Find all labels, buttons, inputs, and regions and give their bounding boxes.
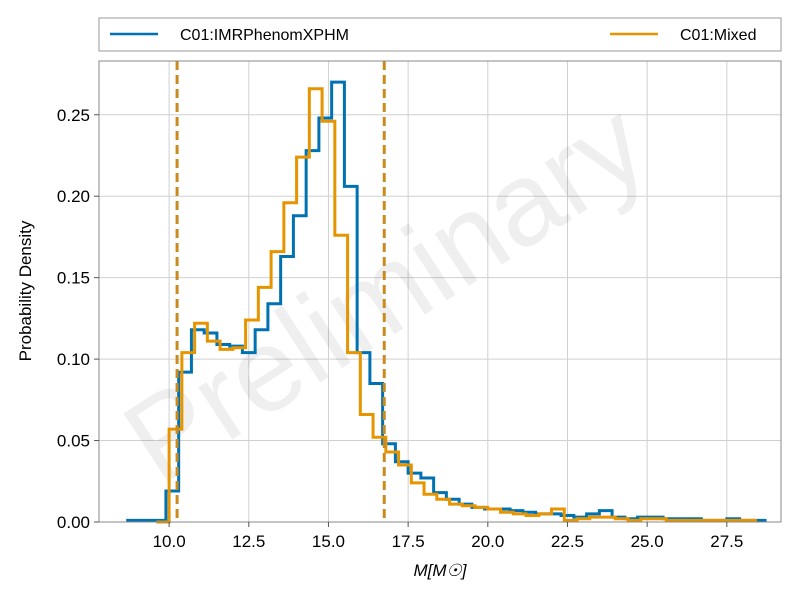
x-tick-label: 20.0 (471, 532, 504, 551)
histogram-series-1 (156, 87, 758, 524)
y-tick-label: 0.15 (57, 269, 90, 288)
y-tick-label: 0.00 (57, 513, 90, 532)
plot-frame (98, 60, 782, 523)
x-tick-label: 25.0 (631, 532, 664, 551)
x-tick-label: 27.5 (710, 532, 743, 551)
y-axis-label: Probability Density (16, 220, 35, 361)
legend-label-imrphenomxphm: C01:IMRPhenomXPHM (180, 27, 349, 44)
y-tick-label: 0.10 (57, 350, 90, 369)
plot-area (99, 61, 781, 522)
x-tick-label: 15.0 (312, 532, 345, 551)
x-axis-label: M[M☉] (413, 561, 467, 580)
x-tick-label: 12.5 (232, 532, 265, 551)
legend-label-mixed: C01:Mixed (680, 27, 756, 44)
legend: C01:IMRPhenomXPHM C01:Mixed (98, 17, 782, 52)
x-tick-label: 22.5 (551, 532, 584, 551)
vline-layer (175, 61, 386, 522)
legend-frame (98, 17, 782, 52)
y-tick-label: 0.25 (57, 106, 90, 125)
y-tick-labels: 0.00 0.05 0.10 0.15 0.20 0.25 (57, 106, 99, 532)
x-tick-label: 10.0 (153, 532, 186, 551)
x-tick-labels: 10.0 12.5 15.0 17.5 20.0 22.5 25.0 27.5 (153, 522, 743, 551)
y-tick-label: 0.20 (57, 187, 90, 206)
x-tick-label: 17.5 (392, 532, 425, 551)
y-tick-label: 0.05 (57, 432, 90, 451)
series-layer (126, 80, 767, 524)
histogram-series-0 (126, 80, 767, 522)
